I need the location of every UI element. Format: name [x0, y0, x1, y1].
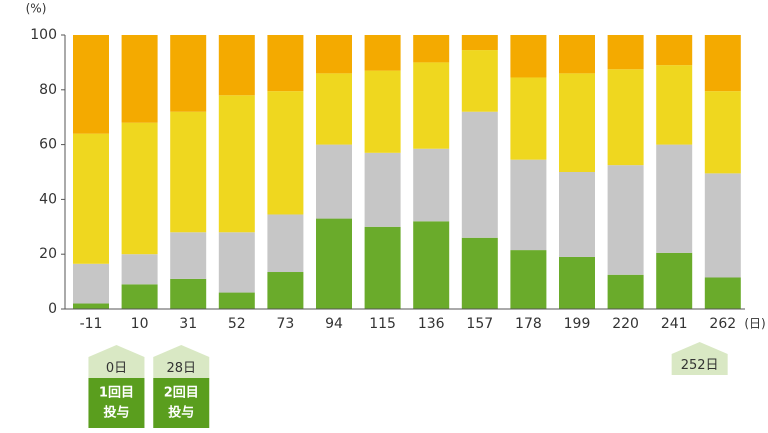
- bar-segment: [656, 65, 693, 145]
- bar-segment: [170, 232, 207, 279]
- bar-segment: [364, 70, 401, 153]
- x-tick-label: 31: [179, 316, 197, 332]
- bar-segment: [510, 77, 547, 160]
- bar-segment: [73, 263, 109, 304]
- bar-segment: [607, 274, 644, 309]
- bar-segment: [364, 226, 401, 309]
- x-tick-label: -11: [80, 316, 103, 332]
- dose-box: [88, 378, 145, 428]
- bar-segment: [607, 165, 644, 275]
- bar-segment: [218, 35, 255, 96]
- callout-arrow: [153, 345, 210, 378]
- bar-segment: [559, 256, 595, 309]
- x-tick-label: 220: [612, 316, 639, 332]
- bar-segment: [510, 250, 547, 309]
- bar-segment: [413, 221, 450, 309]
- dose-text: 投与: [168, 405, 194, 421]
- callout-arrow: [88, 345, 145, 378]
- x-tick-label: 262: [709, 316, 736, 332]
- y-tick-label: 0: [48, 301, 57, 317]
- dose-text: 1回目: [99, 386, 134, 401]
- bar-segment: [413, 35, 450, 63]
- bar-segment: [316, 35, 352, 74]
- bar-segment: [510, 159, 547, 251]
- y-tick-label: 60: [39, 137, 57, 153]
- bar-segment: [704, 91, 741, 174]
- bar-segment: [704, 277, 741, 309]
- bar-segment: [704, 35, 741, 92]
- bar-segment: [218, 95, 255, 233]
- bar-segment: [267, 272, 304, 309]
- x-tick-label: 157: [466, 316, 493, 332]
- bar-segment: [559, 172, 595, 257]
- x-tick-label: 10: [131, 316, 149, 332]
- x-tick-label: 178: [515, 316, 542, 332]
- bar-segment: [121, 122, 158, 255]
- bar-segment: [656, 144, 693, 253]
- callout-arrow: [671, 342, 728, 375]
- bar-segment: [607, 35, 644, 70]
- bar-segment: [364, 152, 401, 227]
- bar-segment: [218, 292, 255, 309]
- bar-segment: [316, 144, 352, 219]
- x-tick-label: 199: [564, 316, 591, 332]
- bar-segment: [413, 148, 450, 222]
- y-tick-label: 80: [39, 82, 57, 98]
- bar-segment: [218, 232, 255, 293]
- bar-segment: [364, 35, 401, 71]
- bar-segment: [461, 35, 498, 51]
- bar-segment: [73, 133, 109, 264]
- x-tick-label: 241: [661, 316, 688, 332]
- bar-segment: [704, 173, 741, 278]
- bar-segment: [461, 50, 498, 112]
- bar-segment: [316, 218, 352, 309]
- x-unit: (日): [744, 317, 765, 331]
- bar-segment: [461, 111, 498, 238]
- bar-segment: [656, 252, 693, 309]
- bar-segment: [267, 214, 304, 273]
- callout-label: 252日: [681, 358, 719, 373]
- bar-segment: [170, 278, 207, 309]
- x-tick-label: 94: [325, 316, 343, 332]
- bar-segment: [413, 62, 450, 149]
- x-tick-label: 115: [369, 316, 396, 332]
- bar-segment: [267, 35, 304, 92]
- bar-segment: [510, 35, 547, 78]
- bar-segment: [170, 111, 207, 233]
- bar-segment: [559, 73, 595, 172]
- bar-segment: [121, 254, 158, 285]
- dose-text: 投与: [103, 405, 129, 421]
- y-tick-label: 20: [39, 246, 57, 262]
- bar-segment: [121, 284, 158, 309]
- callout-label: 28日: [166, 361, 196, 376]
- y-tick-label: 40: [39, 191, 57, 207]
- dose-box: [153, 378, 210, 428]
- callout-label: 0日: [106, 361, 127, 376]
- x-tick-label: 136: [418, 316, 445, 332]
- bar-segment: [73, 35, 109, 134]
- bar-segment: [656, 35, 693, 66]
- bar-segment: [607, 69, 644, 166]
- x-tick-label: 52: [228, 316, 246, 332]
- bar-segment: [121, 35, 158, 123]
- bar-segment: [316, 73, 352, 145]
- x-tick-label: 73: [276, 316, 294, 332]
- y-tick-label: 100: [30, 27, 57, 43]
- bar-segment: [559, 35, 595, 74]
- y-unit: (%): [26, 2, 47, 16]
- bar-segment: [73, 303, 109, 309]
- bar-segment: [170, 35, 207, 112]
- dose-text: 2回目: [164, 386, 199, 401]
- bar-segment: [461, 237, 498, 309]
- bar-segment: [267, 91, 304, 215]
